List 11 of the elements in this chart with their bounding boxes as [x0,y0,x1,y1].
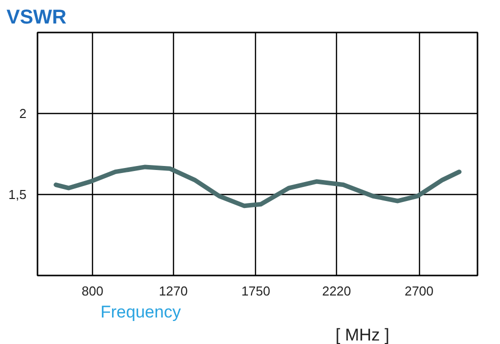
chart-title: VSWR [6,6,68,28]
y-tick-label: 1,5 [8,187,27,202]
x-tick-label: 2220 [322,284,352,298]
x-axis-title: Frequency [100,302,182,322]
y-tick-label: 2 [19,106,27,121]
line-series [54,164,462,208]
x-tick-label: 1270 [158,284,188,298]
x-tick-label: 800 [82,284,104,298]
x-tick-label: 2700 [404,284,434,298]
x-tick-label: 1750 [241,284,270,298]
text: [ MHz ] [336,326,390,344]
